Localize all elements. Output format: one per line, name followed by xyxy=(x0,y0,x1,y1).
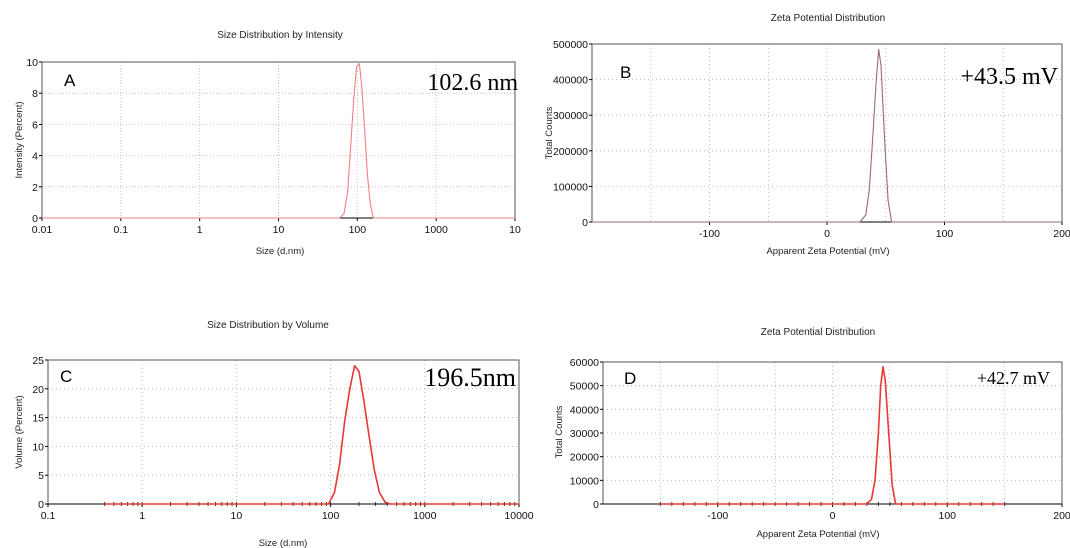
x-tick-label: 10 xyxy=(273,224,285,236)
y-axis-title: Intensity (Percent) xyxy=(14,101,25,178)
x-tick-label: 10 xyxy=(509,224,521,236)
y-tick-label: 0 xyxy=(582,217,588,229)
x-tick-label: 200 xyxy=(1053,228,1070,240)
x-tick-label: 10 xyxy=(231,510,243,522)
x-axis-title: Apparent Zeta Potential (mV) xyxy=(766,246,889,257)
x-tick-label: 0 xyxy=(824,228,830,240)
panel-label: C xyxy=(60,367,72,386)
chart-panel-b: Zeta Potential Distribution 0 100000 200000… xyxy=(544,13,1070,257)
chart-title: Size Distribution by Volume xyxy=(207,320,329,331)
y-tick-label: 4 xyxy=(32,151,38,163)
y-tick-label: 20000 xyxy=(570,452,599,464)
x-tick-label: 1 xyxy=(139,510,145,522)
chart-panel-c: Size Distribution by Volume 0 5 10 15 20 25 0.1… xyxy=(14,320,534,548)
chart-title: Zeta Potential Distribution xyxy=(761,327,876,338)
x-tick-label: 1000 xyxy=(424,224,448,236)
y-tick-label: 60000 xyxy=(570,357,599,369)
peak-annotation: +43.5 mV xyxy=(960,64,1058,90)
y-tick-label: 300000 xyxy=(553,110,588,122)
x-tick-label: 10000 xyxy=(504,510,533,522)
y-tick-label: 0 xyxy=(32,213,38,225)
panel-label: A xyxy=(64,71,76,90)
peak-annotation: 196.5nm xyxy=(424,363,516,392)
y-tick-label: 100000 xyxy=(553,181,588,193)
x-axis-title: Size (d.nm) xyxy=(256,246,305,257)
distribution-line xyxy=(42,63,515,219)
y-tick-label: 40000 xyxy=(570,404,599,416)
y-tick-label: 15 xyxy=(32,413,44,425)
y-tick-label: 400000 xyxy=(553,75,588,87)
y-axis-title: Volume (Percent) xyxy=(14,395,25,468)
panel-label: D xyxy=(624,369,636,388)
peak-annotation: +42.7 mV xyxy=(977,368,1050,388)
y-tick-label: 200000 xyxy=(553,146,588,158)
chart-panel-a: Size Distribution by Intensity 0 2 4 6 8 10 0.0… xyxy=(14,30,521,257)
y-tick-label: 8 xyxy=(32,88,38,100)
distribution-line xyxy=(660,365,1005,505)
x-tick-label: 200 xyxy=(1053,510,1070,522)
chart-title: Zeta Potential Distribution xyxy=(771,13,886,24)
x-tick-label: 100 xyxy=(936,228,954,240)
y-tick-label: 20 xyxy=(32,384,44,396)
y-tick-label: 0 xyxy=(593,499,599,511)
y-tick-label: 5 xyxy=(38,470,44,482)
y-tick-label: 30000 xyxy=(570,428,599,440)
y-tick-label: 50000 xyxy=(570,381,599,393)
y-tick-label: 25 xyxy=(32,355,44,367)
x-tick-label: 0 xyxy=(830,510,836,522)
chart-title: Size Distribution by Intensity xyxy=(217,30,343,41)
x-tick-label: 100 xyxy=(322,510,340,522)
y-axis-title: Total Counts xyxy=(554,405,565,458)
x-tick-label: -100 xyxy=(707,510,728,522)
y-tick-label: 10 xyxy=(32,441,44,453)
x-tick-label: 1000 xyxy=(413,510,437,522)
y-tick-label: 500000 xyxy=(553,39,588,51)
chart-panel-d: Zeta Potential Distribution 0 10000 20000 30… xyxy=(554,327,1070,540)
x-tick-label: 100 xyxy=(938,510,956,522)
x-tick-label: -100 xyxy=(699,228,720,240)
distribution-line xyxy=(592,48,1062,223)
y-axis-title: Total Counts xyxy=(544,106,555,159)
x-axis-title: Size (d.nm) xyxy=(259,538,308,548)
peak-annotation: 102.6 nm xyxy=(427,70,518,96)
x-tick-label: 100 xyxy=(349,224,367,236)
x-tick-label: 0.1 xyxy=(114,224,129,236)
y-tick-label: 2 xyxy=(32,182,38,194)
y-tick-label: 10000 xyxy=(570,475,599,487)
x-tick-label: 1 xyxy=(197,224,203,236)
y-tick-label: 0 xyxy=(38,499,44,511)
panel-label: B xyxy=(620,63,631,82)
x-axis-title: Apparent Zeta Potential (mV) xyxy=(756,529,879,540)
y-tick-label: 10 xyxy=(26,57,38,69)
distribution-line xyxy=(104,364,519,505)
y-tick-label: 6 xyxy=(32,119,38,131)
x-tick-label: 0.1 xyxy=(41,510,56,522)
x-tick-label: 0.01 xyxy=(32,224,53,236)
